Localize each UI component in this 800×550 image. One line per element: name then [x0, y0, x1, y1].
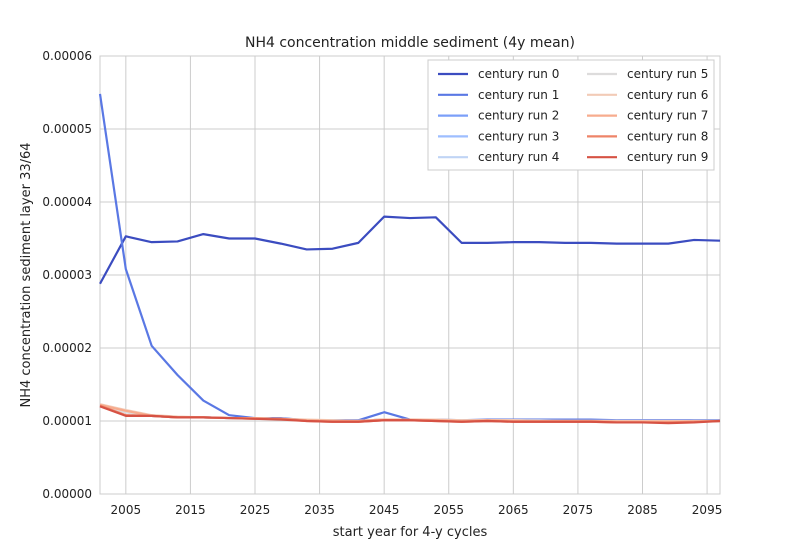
x-tick-label: 2005	[111, 503, 142, 517]
x-tick-label: 2065	[498, 503, 529, 517]
y-tick-labels: 0.00000 0.00001 0.00002 0.00003 0.00004 0.000…	[42, 49, 92, 501]
y-tick-label: 0.00005	[42, 122, 92, 136]
x-tick-label: 2055	[433, 503, 464, 517]
y-tick-label: 0.00004	[42, 195, 92, 209]
series-line-9	[99, 405, 721, 425]
x-axis-title: start year for 4-y cycles	[333, 525, 488, 540]
legend-label: century run 7	[627, 109, 708, 123]
x-tick-label: 2025	[240, 503, 271, 517]
legend-label: century run 6	[627, 88, 708, 102]
x-tick-label: 2085	[627, 503, 658, 517]
x-tick-label: 2045	[369, 503, 400, 517]
legend-label: century run 0	[478, 67, 559, 81]
x-tick-label: 2035	[304, 503, 335, 517]
x-tick-label: 2095	[692, 503, 723, 517]
series-line-0	[99, 215, 721, 285]
legend-label: century run 9	[627, 150, 708, 164]
legend-label: century run 5	[627, 67, 708, 81]
legend-label: century run 4	[478, 150, 559, 164]
legend-label: century run 8	[627, 129, 708, 143]
x-tick-label: 2015	[175, 503, 206, 517]
legend-label: century run 3	[478, 129, 559, 143]
x-tick-label: 2075	[563, 503, 594, 517]
y-tick-label: 0.00000	[42, 487, 92, 501]
legend-box	[427, 59, 715, 171]
y-tick-label: 0.00002	[42, 341, 92, 355]
y-axis-title: NH4 concentration sediment layer 33/64	[19, 142, 34, 407]
series-lines	[98, 93, 721, 425]
x-tick-labels: 2005 2015 2025 2035 2045 2055 2065 2075 2085 2095	[111, 503, 723, 517]
plot-area	[99, 55, 721, 495]
y-tick-label: 0.00006	[42, 49, 92, 63]
legend-label: century run 2	[478, 109, 559, 123]
legend: century run 0 century run 1 century run 2 c…	[427, 59, 715, 171]
legend-label: century run 1	[478, 88, 559, 102]
y-tick-label: 0.00001	[42, 414, 92, 428]
chart-title: NH4 concentration middle sediment (4y me…	[245, 35, 575, 51]
y-tick-label: 0.00003	[42, 268, 92, 282]
